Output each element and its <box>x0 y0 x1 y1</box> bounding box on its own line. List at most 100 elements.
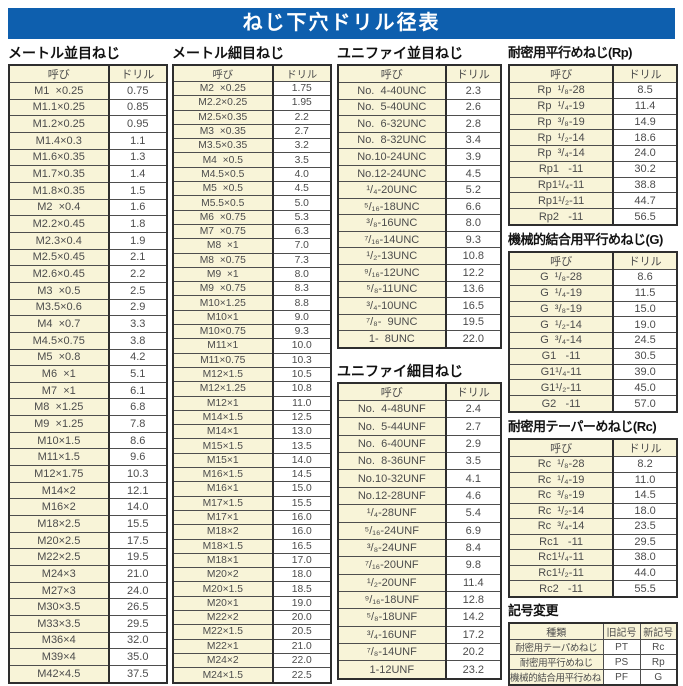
name-cell: M24×2 <box>172 652 274 669</box>
table-row: No.10-32UNF 4.1 <box>337 469 502 488</box>
value-cell: 2.4 <box>445 399 502 419</box>
name-cell: M11×1 <box>172 338 274 354</box>
table-row: Rc1 -11 29.5 <box>508 533 678 551</box>
table-row: M1.2×0.25 0.95 <box>8 115 168 133</box>
table-row: M24×3 21.0 <box>8 565 168 583</box>
name-cell: M9 ×1 <box>172 266 274 283</box>
table-row: M7 ×0.75 6.3 <box>172 223 332 240</box>
value-cell: 16.5 <box>445 297 502 315</box>
name-cell: G1¹/₂-11 <box>508 379 615 397</box>
name-cell: M9 ×0.75 <box>172 281 274 297</box>
name-cell: M3 ×0.5 <box>8 281 110 300</box>
value-cell: 29.5 <box>612 533 678 551</box>
table-row: M1.7×0.35 1.4 <box>8 165 168 183</box>
table-row: Rc1¹/₄-11 38.0 <box>508 549 678 566</box>
name-cell: M39×4 <box>8 648 110 666</box>
name-cell: M10×1.5 <box>8 431 110 450</box>
pipe-thread-section: 耐密用平行めねじ(Rp) 呼び ドリル Rp ¹/₈-28 8.5 Rp ¹/₄-1… <box>508 44 678 686</box>
value-cell: 6.8 <box>108 398 168 417</box>
value-cell: 0.95 <box>108 115 168 133</box>
table-row: M11×1.5 9.6 <box>8 448 168 467</box>
value-cell: 38.8 <box>612 176 678 194</box>
name-cell: M1.2×0.25 <box>8 115 110 133</box>
drill-column-header: ドリル <box>272 64 332 82</box>
value-cell: 57.0 <box>612 395 678 413</box>
table-row: Rc ¹/₈-28 8.2 <box>508 456 678 473</box>
value-cell: 2.2 <box>108 265 168 283</box>
table-row: ¹/₂-13UNC 10.8 <box>337 247 502 266</box>
value-cell: 3.2 <box>272 138 332 154</box>
table-row: M24×1.5 22.5 <box>172 667 332 684</box>
value-cell: 12.5 <box>272 409 332 426</box>
value-cell: 2.6 <box>445 98 502 117</box>
table-row: M14×1.5 12.5 <box>172 409 332 426</box>
name-cell: G ¹/₈-28 <box>508 269 615 286</box>
name-cell: G ³/₈-19 <box>508 300 615 318</box>
table-row: G1¹/₄-11 39.0 <box>508 363 678 381</box>
name-cell: M18×2 <box>172 524 274 540</box>
table-row: M20×2.5 17.5 <box>8 531 168 550</box>
rp-table: 呼び ドリル Rp ¹/₈-28 8.5 Rp ¹/₄-19 11.4 Rp ³/₈-1… <box>508 64 678 226</box>
name-cell: ³/₄-10UNC <box>337 297 447 315</box>
table-row: ⁵/₈-11UNC 13.6 <box>337 280 502 299</box>
value-cell: 2.7 <box>445 417 502 436</box>
value-cell: 3.8 <box>108 331 168 350</box>
value-cell: 10.3 <box>272 352 332 368</box>
value-cell: 11.4 <box>612 97 678 115</box>
value-cell: 2.8 <box>445 115 502 133</box>
name-cell: M2.5×0.35 <box>172 109 274 125</box>
value-cell: 2.2 <box>272 109 332 125</box>
table-row: M20×1.5 18.5 <box>172 581 332 597</box>
name-cell: Rp ³/₈-19 <box>508 113 615 131</box>
name-cell: M4 ×0.5 <box>172 152 274 168</box>
table-row: Rc2 -11 55.5 <box>508 580 678 598</box>
table-row: M11×1 10.0 <box>172 338 332 354</box>
name-cell: M2.2×0.25 <box>172 95 274 111</box>
value-cell: 11.5 <box>612 284 678 302</box>
table-row: M18×1 17.0 <box>172 552 332 569</box>
table-row: M17×1.5 15.5 <box>172 495 332 511</box>
table-row: ³/₈-24UNF 8.4 <box>337 538 502 558</box>
table-header-row: 呼び ドリル <box>508 64 678 83</box>
value-cell: 11.4 <box>445 573 502 592</box>
table-row: G1 -11 30.5 <box>508 347 678 365</box>
name-cell: M30×3.5 <box>8 598 110 616</box>
g-table: 呼び ドリル G ¹/₈-28 8.6 G ¹/₄-19 11.5 G ³/₈-19 15… <box>508 251 678 413</box>
table-row: Rc ³/₄-14 23.5 <box>508 518 678 535</box>
name-cell: Rp1 -11 <box>508 160 615 178</box>
name-cell: M2.5×0.45 <box>8 248 110 267</box>
table-row: M16×2 14.0 <box>8 498 168 517</box>
type-column-header: 種類 <box>508 622 604 640</box>
name-cell: ⁵/₈-11UNC <box>337 280 447 299</box>
name-cell: M2 ×0.25 <box>172 80 274 97</box>
value-cell: 23.5 <box>612 518 678 535</box>
table-row: M42×4.5 37.5 <box>8 664 168 684</box>
table-row: ¹/₄-20UNC 5.2 <box>337 181 502 199</box>
value-cell: 1.8 <box>108 215 168 233</box>
value-cell: 3.3 <box>108 315 168 333</box>
name-cell: G1 -11 <box>508 347 615 365</box>
name-column-header: 呼び <box>508 64 615 83</box>
value-cell: 1.3 <box>108 148 168 167</box>
name-cell: M27×3 <box>8 581 110 600</box>
drill-column-header: ドリル <box>612 251 678 270</box>
symbol-change-title: 記号変更 <box>508 603 559 618</box>
table-row: M22×2 20.0 <box>172 609 332 626</box>
value-cell: 8.0 <box>445 214 502 232</box>
value-cell: 8.3 <box>272 281 332 297</box>
table-row: M12×1.5 10.5 <box>172 366 332 383</box>
value-cell: 18.6 <box>612 129 678 147</box>
value-cell: 26.5 <box>108 598 168 616</box>
table-row: M10×1 9.0 <box>172 309 332 326</box>
value-cell: 44.0 <box>612 564 678 582</box>
value-cell: 4.6 <box>445 486 502 506</box>
table-row: No. 8-32UNC 3.4 <box>337 131 502 150</box>
value-cell: 18.0 <box>612 502 678 520</box>
name-cell: M24×3 <box>8 565 110 583</box>
name-cell: M7 ×0.75 <box>172 223 274 240</box>
name-cell: 機械的結合用平行めねじ <box>508 669 604 686</box>
name-cell: M16×2 <box>8 498 110 517</box>
name-cell: M15×1 <box>172 452 274 469</box>
table-row: Rp ¹/₄-19 11.4 <box>508 97 678 115</box>
value-cell: 8.4 <box>445 538 502 558</box>
